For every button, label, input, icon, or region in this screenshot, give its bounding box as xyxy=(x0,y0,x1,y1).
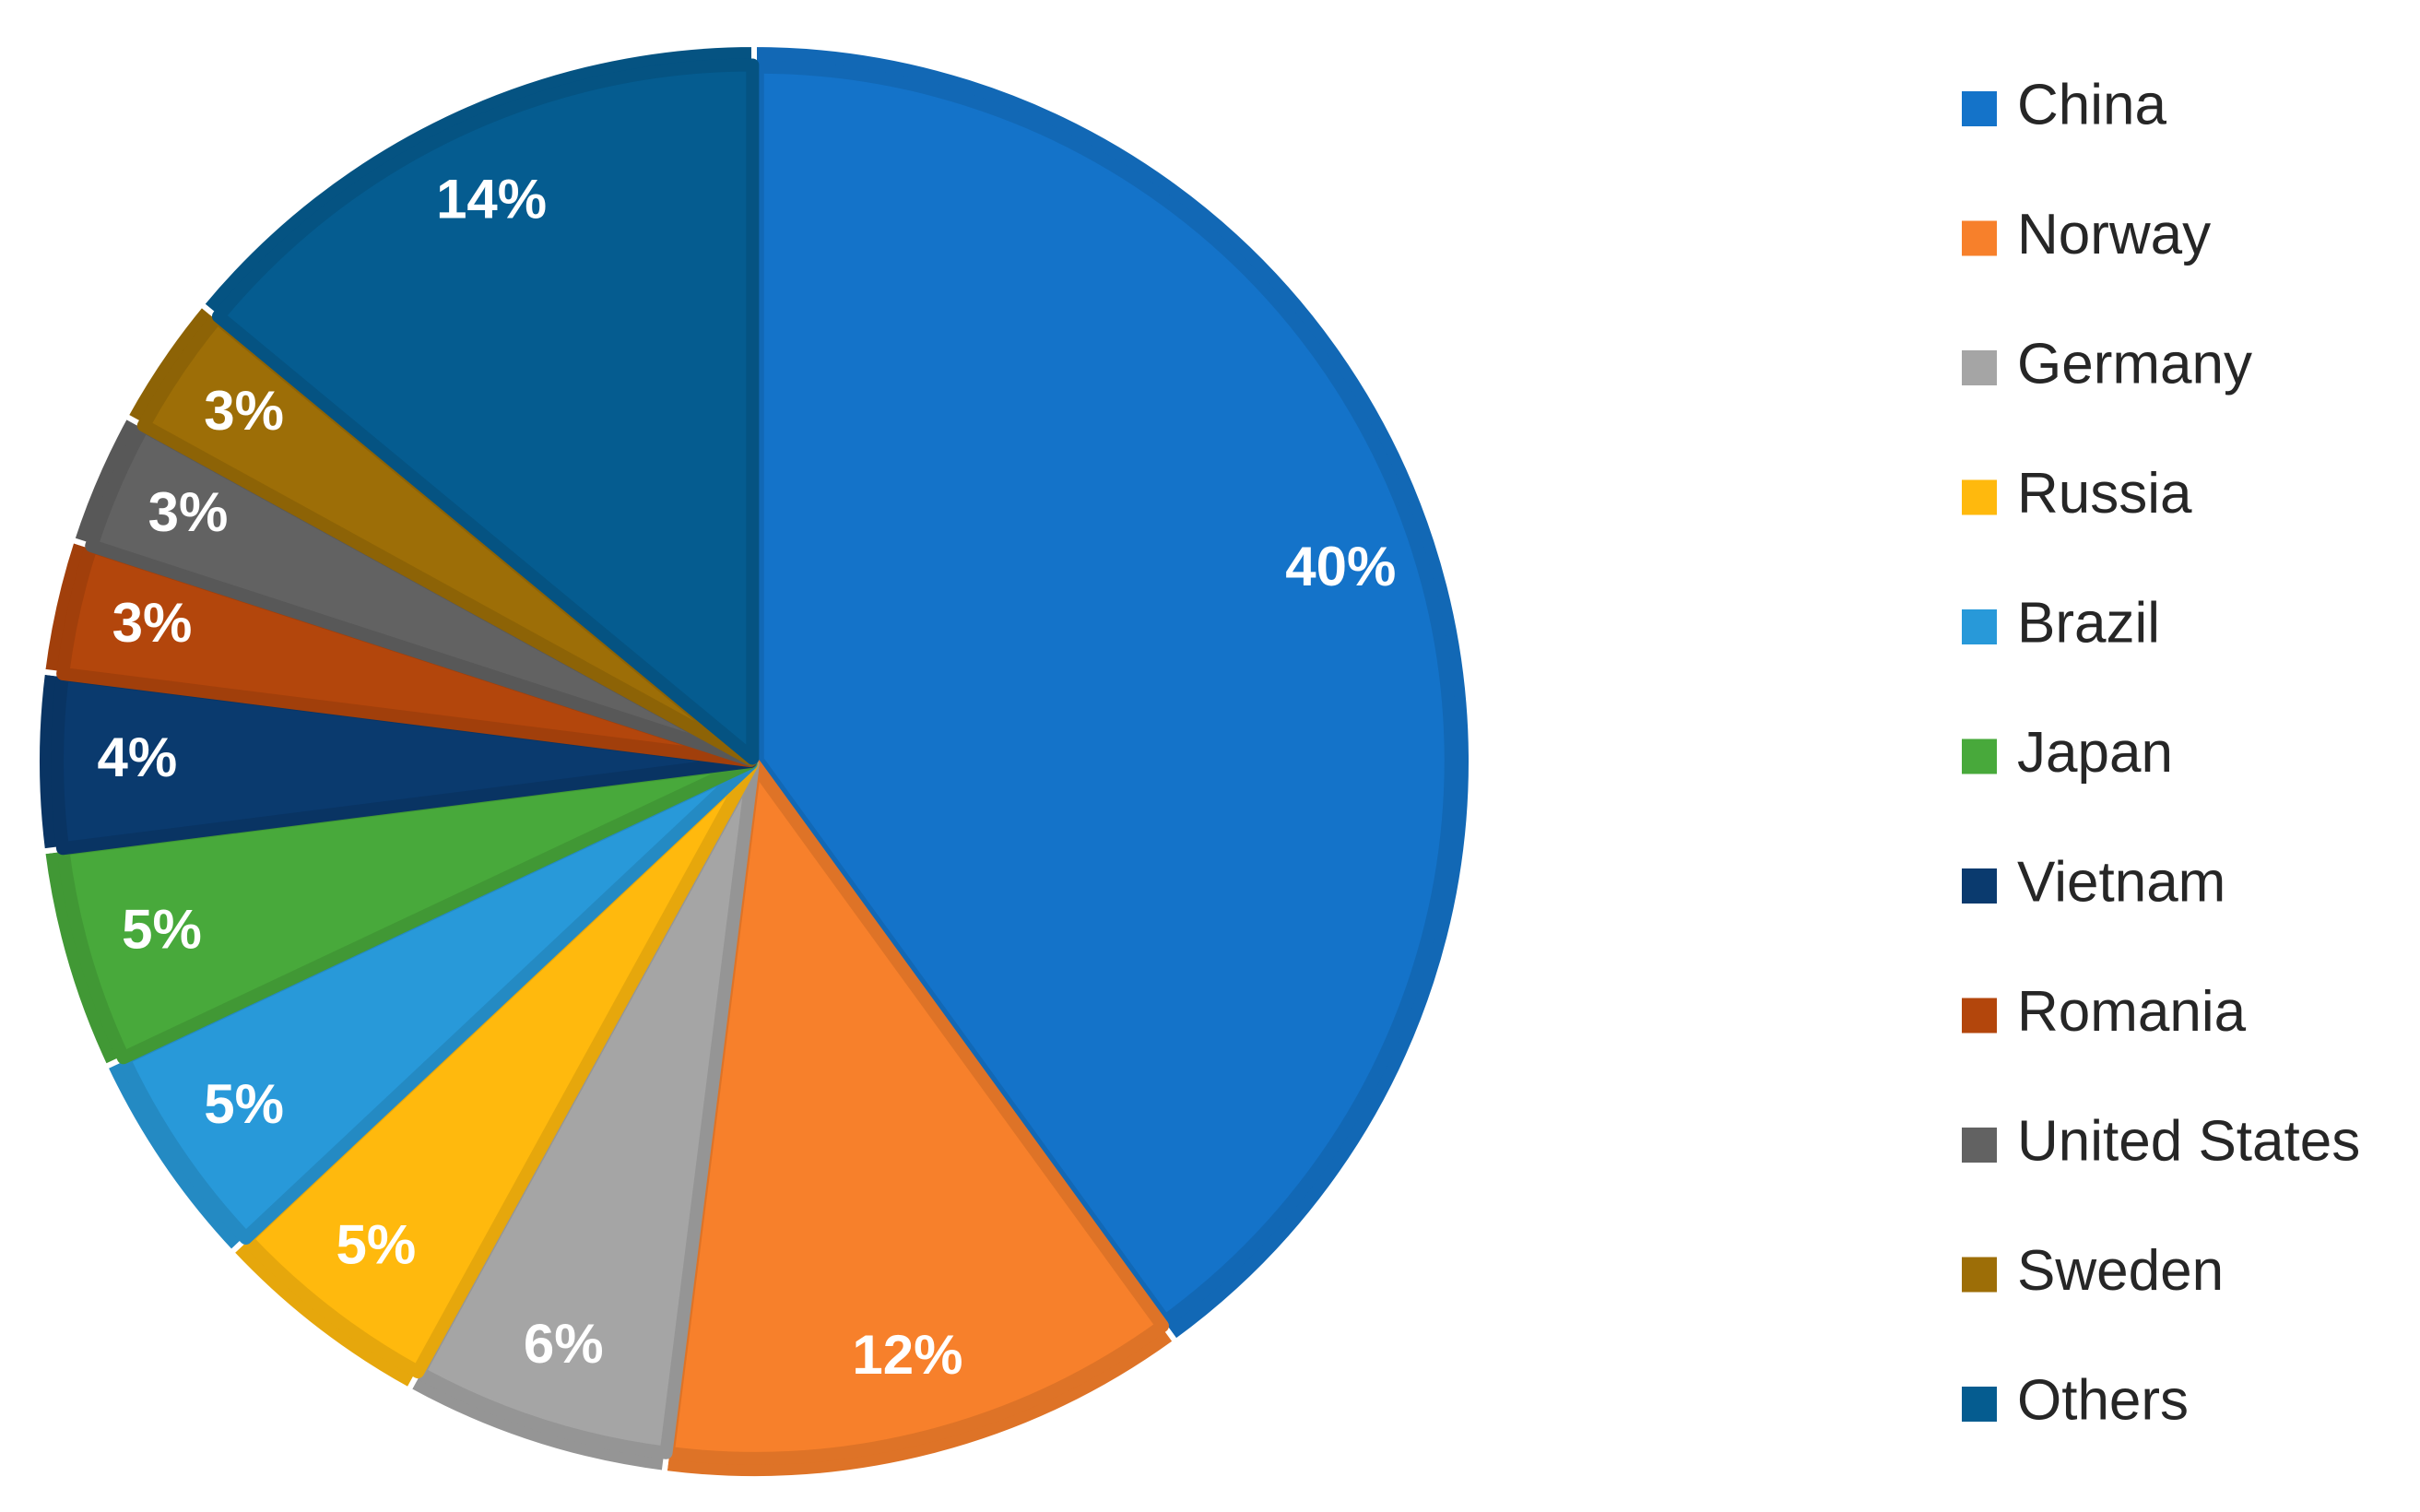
slice-germany xyxy=(406,758,760,1476)
slice-norway xyxy=(661,758,1179,1482)
legend-item-germany: Germany xyxy=(1962,332,2252,396)
legend-swatch-norway xyxy=(1962,220,1997,256)
slice-russia xyxy=(228,758,759,1393)
legend-swatch-japan xyxy=(1962,738,1997,774)
legend-swatch-brazil xyxy=(1962,609,1997,644)
legend-swatch-romania xyxy=(1962,998,1997,1034)
legend-label-romania: Romania xyxy=(2017,980,2247,1044)
data-label-united-states: 3% xyxy=(148,481,229,543)
legend-item-united-states: United States xyxy=(1962,1109,2360,1173)
legend-swatch-russia xyxy=(1962,479,1997,515)
legend-item-china: China xyxy=(1962,73,2167,136)
slice-japan xyxy=(40,756,758,1070)
legend-item-brazil: Brazil xyxy=(1962,591,2160,655)
legend-label-norway: Norway xyxy=(2017,203,2211,266)
legend-item-romania: Romania xyxy=(1962,980,2247,1044)
data-label-russia: 5% xyxy=(336,1214,417,1276)
data-label-romania: 3% xyxy=(112,592,193,654)
legend: China Norway Germany Russia Brazil Japan Vietn… xyxy=(1962,73,2360,1432)
pie-data-labels: 40% 12% 6% 5% 5% 5% 4% 3% 3% 3% 14% xyxy=(98,168,1397,1385)
legend-label-germany: Germany xyxy=(2017,332,2252,396)
legend-label-sweden: Sweden xyxy=(2017,1239,2224,1303)
data-label-brazil: 5% xyxy=(204,1073,284,1135)
data-label-japan: 5% xyxy=(122,899,202,961)
slice-germany-fill xyxy=(412,758,760,1459)
slice-brazil xyxy=(102,757,758,1256)
slice-russia-fill xyxy=(240,758,759,1379)
data-label-others: 14% xyxy=(436,168,547,230)
legend-label-united-states: United States xyxy=(2017,1109,2360,1173)
legend-label-brazil: Brazil xyxy=(2017,591,2160,655)
legend-swatch-united-states xyxy=(1962,1128,1997,1163)
slice-norway-fill xyxy=(661,758,1169,1465)
slice-brazil-fill xyxy=(117,757,758,1245)
slice-japan-fill xyxy=(56,756,758,1065)
legend-item-others: Others xyxy=(1962,1368,2189,1432)
legend-item-russia: Russia xyxy=(1962,462,2192,526)
slice-china-fill xyxy=(750,60,1458,1329)
data-label-sweden: 3% xyxy=(204,380,284,442)
legend-item-sweden: Sweden xyxy=(1962,1239,2224,1303)
pie-slices xyxy=(34,41,1475,1482)
legend-item-japan: Japan xyxy=(1962,721,2173,785)
data-label-germany: 6% xyxy=(524,1313,604,1375)
legend-swatch-sweden xyxy=(1962,1257,1997,1293)
slice-others xyxy=(198,41,760,765)
data-label-vietnam: 4% xyxy=(98,726,178,788)
legend-item-norway: Norway xyxy=(1962,203,2211,266)
legend-label-china: China xyxy=(2017,73,2167,136)
legend-swatch-others xyxy=(1962,1387,1997,1422)
legend-swatch-vietnam xyxy=(1962,868,1997,904)
slice-china xyxy=(750,41,1475,1345)
legend-label-vietnam: Vietnam xyxy=(2017,850,2225,914)
legend-label-others: Others xyxy=(2017,1368,2189,1432)
slice-others-fill xyxy=(211,58,760,765)
legend-label-russia: Russia xyxy=(2017,462,2192,526)
legend-swatch-china xyxy=(1962,91,1997,126)
slice-sweden xyxy=(123,301,758,766)
legend-label-japan: Japan xyxy=(2017,721,2173,785)
data-label-norway: 12% xyxy=(852,1324,962,1386)
legend-item-vietnam: Vietnam xyxy=(1962,850,2225,914)
data-label-china: 40% xyxy=(1285,536,1396,597)
legend-swatch-germany xyxy=(1962,350,1997,385)
